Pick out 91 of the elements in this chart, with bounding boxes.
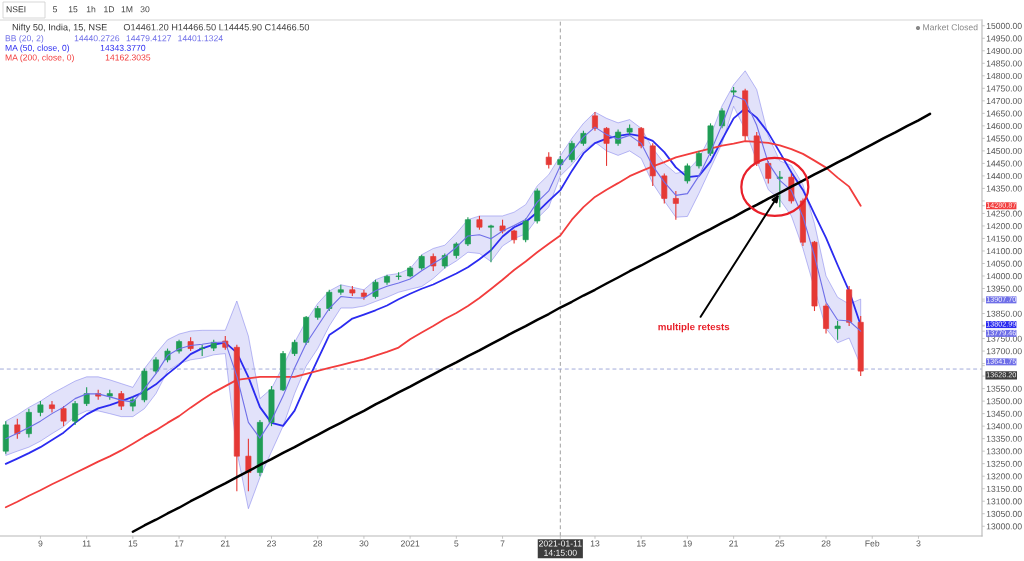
y-tick-label: 13000.00	[986, 523, 1022, 530]
y-tick-label: 14600.00	[986, 122, 1022, 130]
y-tick-label: 14100.00	[986, 248, 1022, 255]
candlestick	[823, 302, 829, 335]
line-series	[4, 140, 862, 509]
y-tick-label: 14650.00	[986, 110, 1022, 117]
y-tick-label: 13500.00	[986, 398, 1022, 405]
y-tick-label: 14150.00	[986, 235, 1022, 242]
text: 1D	[104, 6, 115, 13]
x-tick-label: 15	[637, 540, 646, 547]
x-tick-label: 25	[775, 540, 785, 547]
y-tick-label: 13350.00	[986, 435, 1022, 442]
candlestick	[245, 438, 252, 492]
text: 5	[52, 6, 58, 13]
x-tick-label: 17	[174, 540, 184, 547]
y-tick-label: 13850.00	[986, 310, 1022, 317]
y-tick-label: 14450.00	[986, 160, 1022, 167]
text: 1h	[86, 5, 96, 13]
x-tick-label: 19	[683, 540, 692, 547]
text: MA (200, close, 0)	[5, 54, 74, 63]
y-tick-label: 15000.00	[986, 22, 1022, 29]
annotation: 14162.3035	[105, 54, 151, 61]
candlestick	[603, 126, 610, 167]
y-tick-label: 14550.00	[986, 135, 1022, 142]
x-tick-label: 2021-01-11 14:15:00	[539, 540, 582, 556]
chart-title: Nifty 50, India, 15, NSE	[12, 23, 107, 33]
y-tick-label: 14700.00	[986, 97, 1022, 105]
text: 30	[140, 6, 150, 13]
x-tick-label: 11	[82, 540, 91, 547]
x-tick-label: 30	[359, 540, 369, 547]
y-tick-label: 13550.00	[986, 385, 1022, 392]
annotation: 14440.2726	[74, 35, 120, 42]
candlestick	[25, 408, 32, 438]
candlestick	[661, 172, 668, 204]
candlestick	[592, 111, 598, 132]
x-tick-label: Feb	[865, 540, 880, 547]
candlestick	[14, 418, 21, 440]
x-tick-label: 28	[313, 540, 323, 547]
y-tick-label: 14250.00	[986, 210, 1022, 217]
y-tick-label: 14350.00	[986, 185, 1022, 192]
y-tick-label: 14050.00	[986, 260, 1022, 267]
annotation: 14343.3770	[100, 44, 146, 51]
y-tick-label: 13700.00	[986, 348, 1022, 355]
x-tick-label: 21	[729, 540, 738, 547]
annotation: 14401.1324	[178, 35, 223, 42]
y-tick-label: 13950.00	[986, 285, 1022, 292]
y-tick-label: 13250.00	[986, 460, 1022, 467]
text: BB (20, 2)	[5, 34, 44, 44]
x-tick-label: 13	[590, 540, 600, 547]
text: 15	[68, 6, 78, 13]
x-tick-label: 7	[500, 540, 505, 547]
y-tick-label: 14900.00	[986, 47, 1022, 54]
candlestick	[326, 289, 333, 312]
y-tick-label: 13100.00	[986, 498, 1022, 505]
y-tick-label: 13400.00	[986, 423, 1022, 430]
chart-subtitle: O14461.20 H14466.50 L14445.90 C14466.50	[123, 23, 310, 31]
text: NSEI	[6, 6, 26, 13]
text: 1M	[121, 6, 133, 13]
y-tick-label: 14200.00	[986, 223, 1022, 230]
candlestick	[488, 224, 494, 263]
y-tick-label: 13200.00	[986, 473, 1022, 480]
y-tick-label: 14750.00	[986, 85, 1022, 92]
x-tick-label: 9	[38, 540, 43, 547]
y-tick-label: 14850.00	[986, 60, 1022, 67]
y-tick-label: 13150.00	[986, 485, 1022, 492]
y-tick-label: 13050.00	[986, 510, 1022, 517]
y-tick-label: 14500.00	[986, 147, 1022, 155]
x-tick-label: 2021	[400, 540, 420, 547]
x-tick-label: 5	[454, 540, 459, 547]
y-tick-label: 14950.00	[986, 35, 1022, 42]
candlestick	[49, 400, 55, 413]
candlestick	[684, 162, 691, 184]
x-tick-label: 3	[916, 540, 921, 547]
y-tick-label: 14800.00	[986, 72, 1022, 80]
y-tick-label: 14000.00	[986, 273, 1022, 280]
x-tick-label: 21	[220, 540, 230, 547]
y-tick-label: 14400.00	[986, 173, 1022, 180]
candlestick	[72, 400, 79, 426]
annotation: multiple retests	[658, 323, 730, 333]
y-tick-label: 13450.00	[986, 410, 1022, 417]
line-series	[131, 112, 932, 533]
annotation: 14479.4127	[126, 35, 172, 42]
x-tick-label: 28	[821, 540, 831, 547]
y-tick-label: 13750.00	[986, 335, 1022, 342]
candlestick	[672, 190, 679, 221]
text: MA (50, close, 0)	[5, 44, 70, 53]
x-tick-label: 15	[128, 540, 138, 547]
y-tick-label: 13300.00	[986, 448, 1022, 455]
candlestick	[834, 320, 841, 341]
x-tick-label: 23	[267, 540, 276, 547]
annotation: Market Closed	[923, 23, 978, 31]
